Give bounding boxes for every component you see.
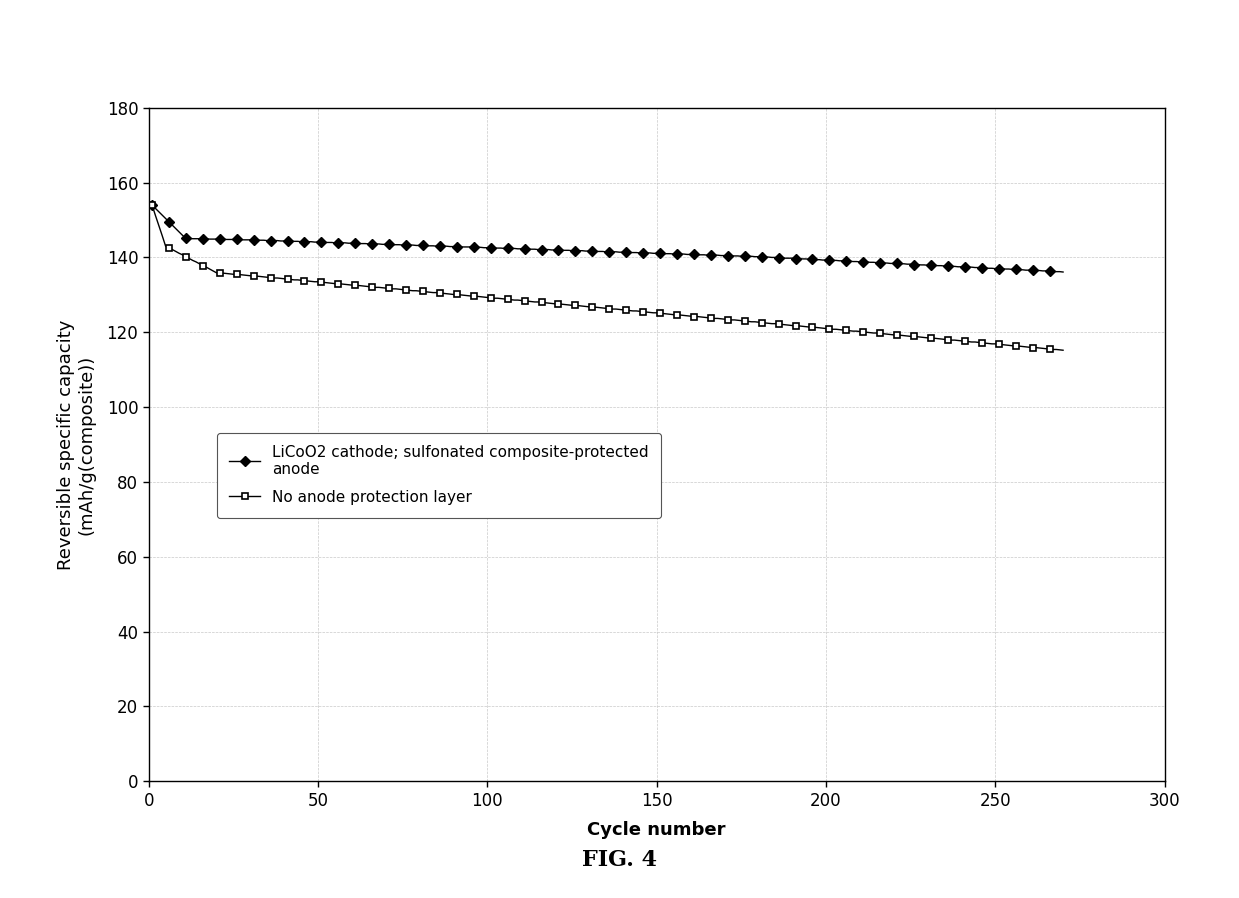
LiCoO2 cathode; sulfonated composite-protected
anode bbox=[456, 242, 471, 252]
LiCoO2 cathode; sulfonated composite-protected
anode bbox=[178, 233, 193, 243]
Line: LiCoO2 cathode; sulfonated composite-protected
anode: LiCoO2 cathode; sulfonated composite-pro… bbox=[149, 201, 1067, 276]
Legend: LiCoO2 cathode; sulfonated composite-protected
anode, No anode protection layer: LiCoO2 cathode; sulfonated composite-pro… bbox=[217, 433, 662, 517]
LiCoO2 cathode; sulfonated composite-protected
anode bbox=[389, 239, 404, 250]
No anode protection layer bbox=[145, 199, 160, 210]
Y-axis label: Reversible specific capacity
(mAh/g(composite)): Reversible specific capacity (mAh/g(comp… bbox=[57, 320, 95, 569]
No anode protection layer bbox=[1056, 345, 1070, 356]
No anode protection layer bbox=[178, 251, 193, 262]
LiCoO2 cathode; sulfonated composite-protected
anode bbox=[284, 236, 299, 247]
LiCoO2 cathode; sulfonated composite-protected
anode bbox=[145, 199, 160, 210]
Text: FIG. 4: FIG. 4 bbox=[582, 850, 657, 871]
Line: No anode protection layer: No anode protection layer bbox=[149, 201, 1067, 354]
X-axis label: Cycle number: Cycle number bbox=[587, 821, 726, 839]
No anode protection layer bbox=[284, 274, 299, 285]
LiCoO2 cathode; sulfonated composite-protected
anode bbox=[768, 252, 783, 263]
No anode protection layer bbox=[667, 309, 681, 320]
LiCoO2 cathode; sulfonated composite-protected
anode bbox=[1056, 267, 1070, 277]
No anode protection layer bbox=[389, 284, 404, 295]
No anode protection layer bbox=[768, 318, 783, 329]
No anode protection layer bbox=[456, 290, 471, 301]
LiCoO2 cathode; sulfonated composite-protected
anode bbox=[667, 249, 681, 260]
